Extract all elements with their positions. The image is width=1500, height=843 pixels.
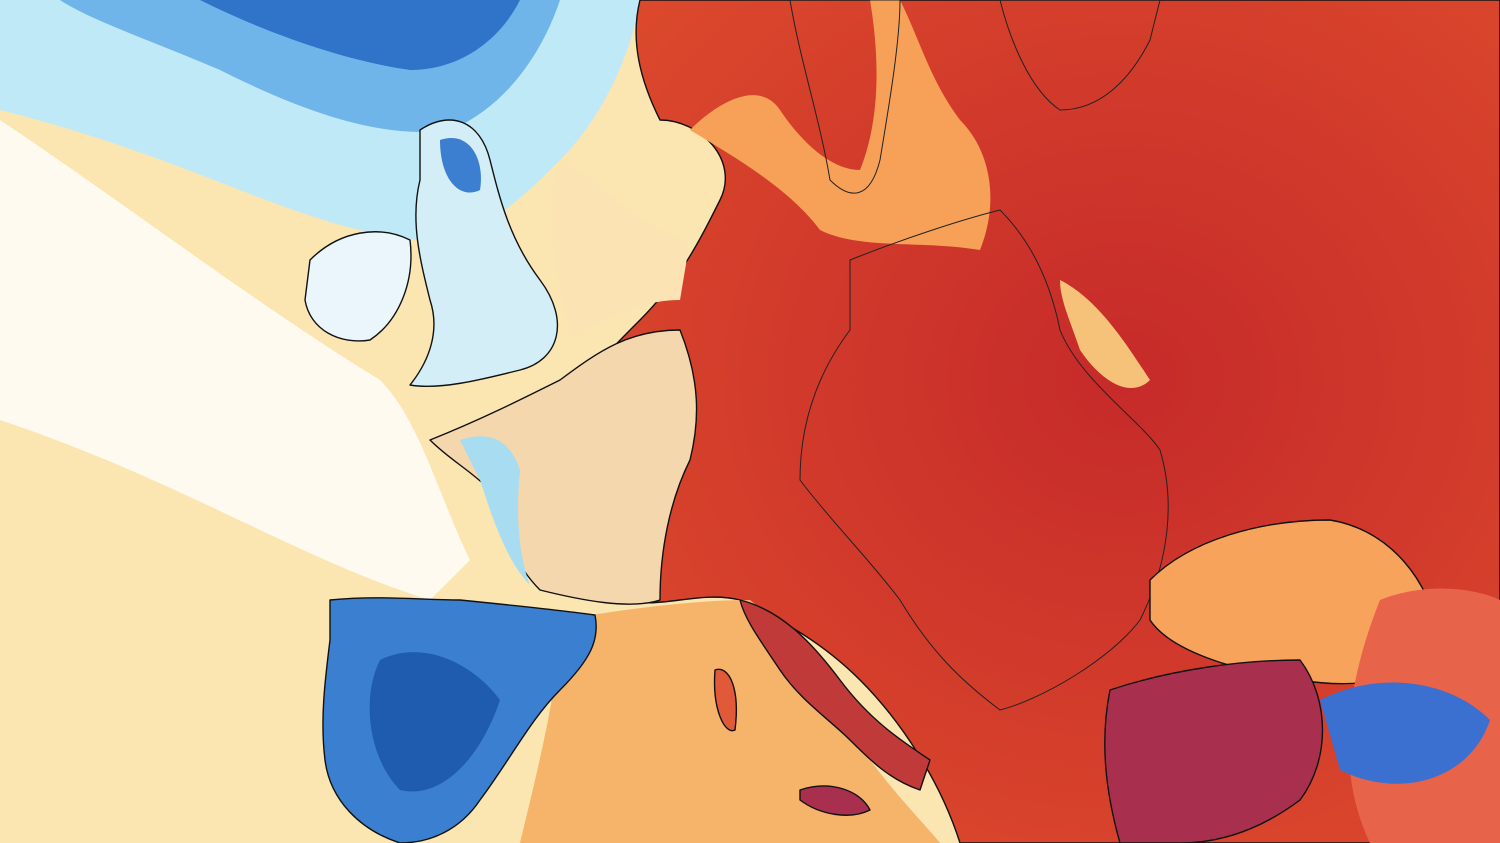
cold-sea-deep <box>200 0 520 70</box>
baltic-sea <box>690 0 991 250</box>
heat-core <box>799 209 1169 711</box>
cool-sea-band <box>0 120 470 600</box>
warm-streak <box>1060 280 1150 389</box>
italy <box>739 599 931 791</box>
scotland-cold <box>440 138 481 193</box>
turkey <box>1104 659 1324 843</box>
finland <box>999 0 1161 111</box>
sweden <box>789 0 901 194</box>
caucasus-cold <box>1320 682 1490 784</box>
france-coast-cool <box>460 436 530 585</box>
north-sea <box>551 160 690 340</box>
great-britain <box>409 119 559 388</box>
corsica-sardinia <box>713 668 737 732</box>
ireland <box>304 231 412 342</box>
sicily <box>799 785 871 816</box>
iberia-core <box>369 652 500 792</box>
